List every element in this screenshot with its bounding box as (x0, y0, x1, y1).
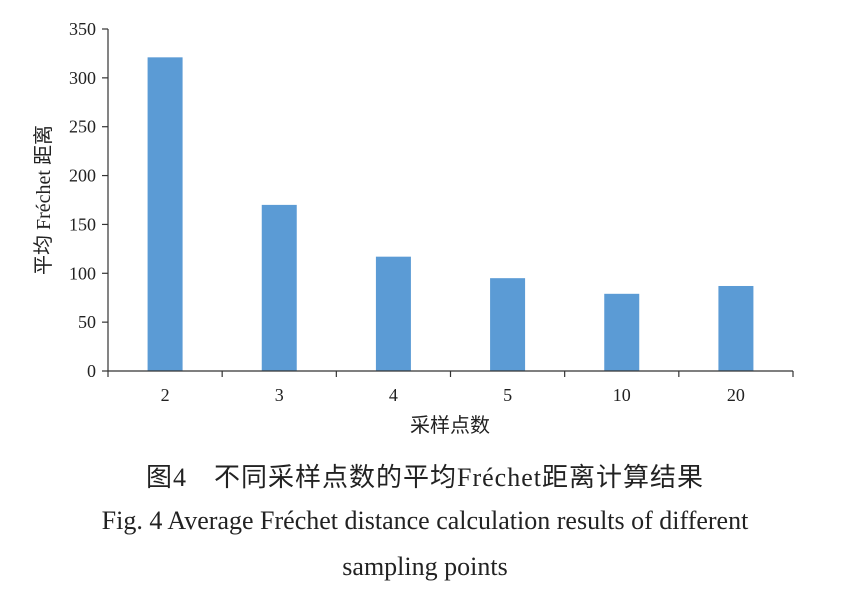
x-tick-label-3: 3 (275, 385, 284, 405)
bar-chart: 0 50 100 150 200 250 300 350 2 3 4 5 10 20 采样点数 平均 F… (32, 19, 794, 437)
y-tick-label-350: 350 (69, 19, 96, 39)
y-tick-labels: 0 50 100 150 200 250 300 350 (69, 19, 96, 381)
x-tick-label-20: 20 (727, 385, 745, 405)
bar-3 (261, 204, 297, 371)
caption-english-line-1: Fig. 4 Average Fréchet distance calculat… (101, 506, 749, 535)
caption-english-line-2: sampling points (342, 552, 508, 581)
bars (147, 57, 754, 371)
bar-4 (375, 256, 411, 371)
x-tick-label-2: 2 (161, 385, 170, 405)
x-tick-label-5: 5 (503, 385, 512, 405)
bar-10 (604, 293, 640, 371)
x-tick-label-10: 10 (613, 385, 631, 405)
bar-5 (490, 278, 526, 371)
bar-2 (147, 57, 183, 371)
y-tick-label-50: 50 (78, 312, 96, 332)
axes (102, 28, 794, 377)
bar-20 (718, 285, 754, 371)
y-tick-label-0: 0 (87, 361, 96, 381)
caption-chinese: 图4 不同采样点数的平均Fréchet距离计算结果 (146, 463, 704, 492)
x-tick-labels: 2 3 4 5 10 20 (161, 385, 745, 405)
y-axis-label: 平均 Fréchet 距离 (32, 125, 55, 275)
y-tick-label-150: 150 (69, 214, 96, 234)
y-tick-label-250: 250 (69, 117, 96, 137)
y-tick-label-100: 100 (69, 263, 96, 283)
y-tick-label-200: 200 (69, 166, 96, 186)
y-tick-label-300: 300 (69, 68, 96, 88)
x-axis-label: 采样点数 (410, 414, 490, 437)
x-tick-label-4: 4 (389, 385, 398, 405)
